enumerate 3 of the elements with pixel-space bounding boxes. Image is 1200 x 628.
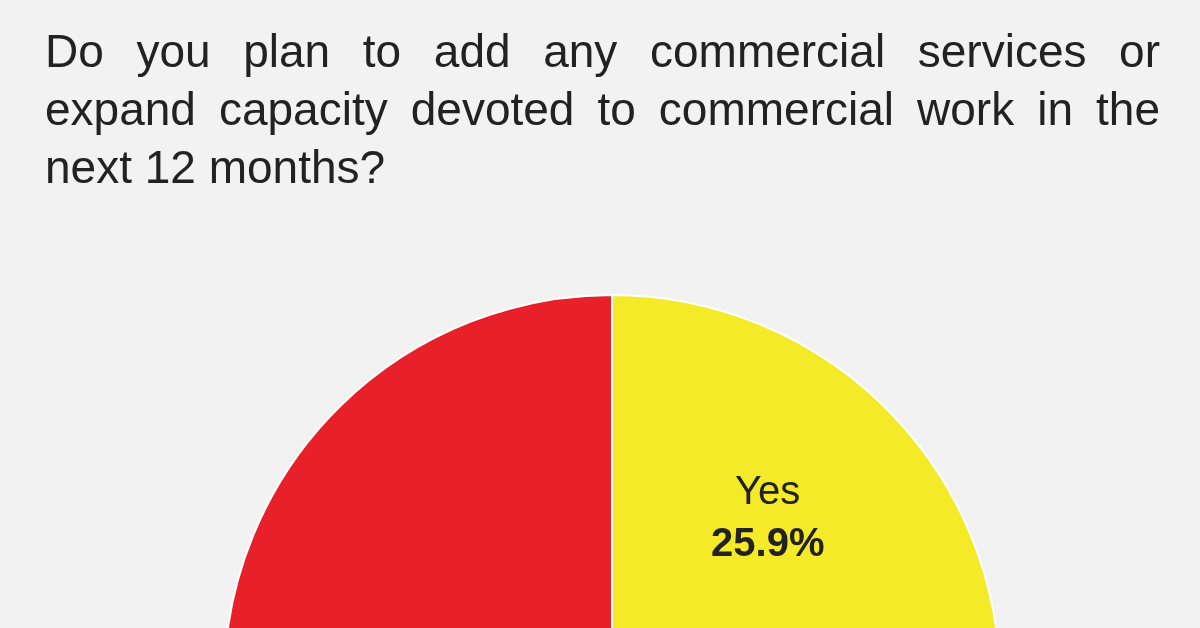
chart-title: Do you plan to add any commercial services or expand capacity devoted to commercial work in the next 12 months? [45, 24, 1160, 195]
data-label: 25.9% [711, 520, 825, 565]
slice-label: Yes [735, 468, 801, 513]
